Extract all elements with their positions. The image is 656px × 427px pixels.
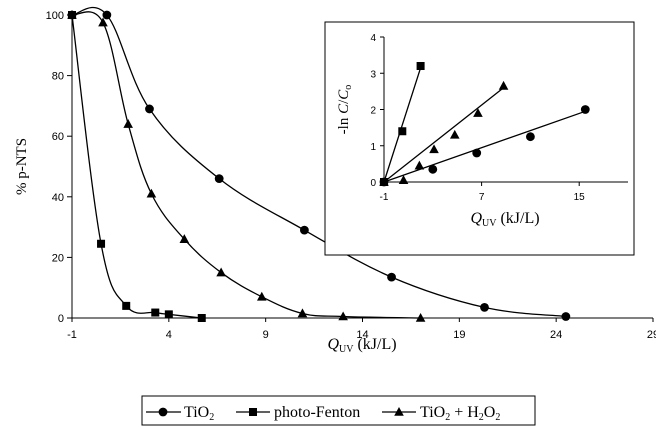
series-line-square [71,14,202,319]
inset-y-tick-label: 1 [370,142,376,153]
y-tick-label: 80 [52,71,64,83]
inset-x-tick-label: 7 [479,192,485,203]
data-point-triangle [179,234,190,243]
inset-x-axis-label: QUV (kJ/L) [470,210,539,229]
data-point-circle [214,174,224,184]
legend-label: TiO2 + H2O2 [420,404,500,423]
y-tick-label: 60 [52,131,64,143]
x-tick-label: 9 [263,329,269,341]
inset-y-tick-label: 3 [370,69,376,80]
inset-data-point-triangle [498,80,509,90]
legend-marker-circle [158,407,168,417]
y-tick-label: 40 [52,192,64,204]
inset-fit-line-circle [383,110,586,183]
x-tick-label: 24 [550,329,562,341]
data-point-circle [561,312,571,321]
legend: TiO2 photo-Fenton TiO2 + H2O2 [141,395,536,426]
inset-data-point-triangle [379,176,389,186]
inset-data-point-circle [472,148,482,158]
data-point-circle [145,104,154,114]
inset-data-point-circle [428,164,438,174]
inset-x-tick-label: 15 [574,192,586,203]
inset-data-point-circle [526,132,535,142]
x-tick-label: 14 [356,329,368,341]
x-tick-label: 19 [453,329,465,341]
legend-marker-square [249,408,257,416]
inset-data-point-square [416,62,425,70]
series-line-triangle [71,11,421,319]
data-point-square [197,314,206,322]
inset-frame [324,21,635,256]
legend-frame [141,395,536,426]
data-point-triangle [67,9,77,19]
legend-marker-triangle [394,406,404,416]
y-tick-label: 20 [52,252,64,264]
data-point-triangle [216,267,226,277]
inset-data-point-triangle [429,144,439,154]
data-point-triangle [338,311,348,321]
data-point-circle [102,10,112,20]
inset-data-point-circle [580,105,590,114]
x-tick-label: 4 [166,329,172,341]
data-point-square [151,308,160,317]
series-line-circle [71,6,566,318]
data-point-triangle [415,312,426,322]
inset-y-tick-label: 0 [370,178,376,189]
inset-plot: 0 1 2 3 4 -1 7 15 -ln C/Co QUV (kJ/L) [324,21,635,256]
legend-label: TiO2 [184,404,214,423]
inset-x-tick-label: -1 [380,192,389,203]
data-point-triangle [297,308,308,318]
inset-data-point-triangle [414,160,425,170]
inset-data-point-triangle [473,108,483,117]
inset-y-tick-label: 4 [370,33,376,44]
inset-fit-line-triangle [383,87,504,183]
data-point-square [97,239,106,248]
data-point-square [122,301,131,310]
data-point-triangle [98,17,108,27]
data-point-circle [387,272,396,282]
inset-data-point-triangle [449,129,460,139]
inset-fit-line-square [383,67,422,183]
data-point-circle [480,302,489,312]
data-point-square [164,310,173,319]
data-point-triangle [146,188,157,198]
legend-label: photo-Fenton [274,404,360,421]
inset-data-point-square [398,127,407,136]
x-axis-label: QUV (kJ/L) [327,336,396,355]
x-tick-label: -1 [67,329,77,341]
y-tick-label: 100 [46,10,64,22]
y-tick-label: 0 [58,313,64,325]
x-tick-label: 29 [647,329,656,341]
y-axis-label: % p-NTS [14,138,30,195]
inset-y-axis-label: -ln C/Co [336,85,354,135]
data-point-triangle [123,119,133,128]
data-point-triangle [256,291,267,301]
inset-data-point-triangle [398,175,409,184]
data-point-circle [300,225,309,235]
inset-y-tick-label: 2 [370,106,376,117]
